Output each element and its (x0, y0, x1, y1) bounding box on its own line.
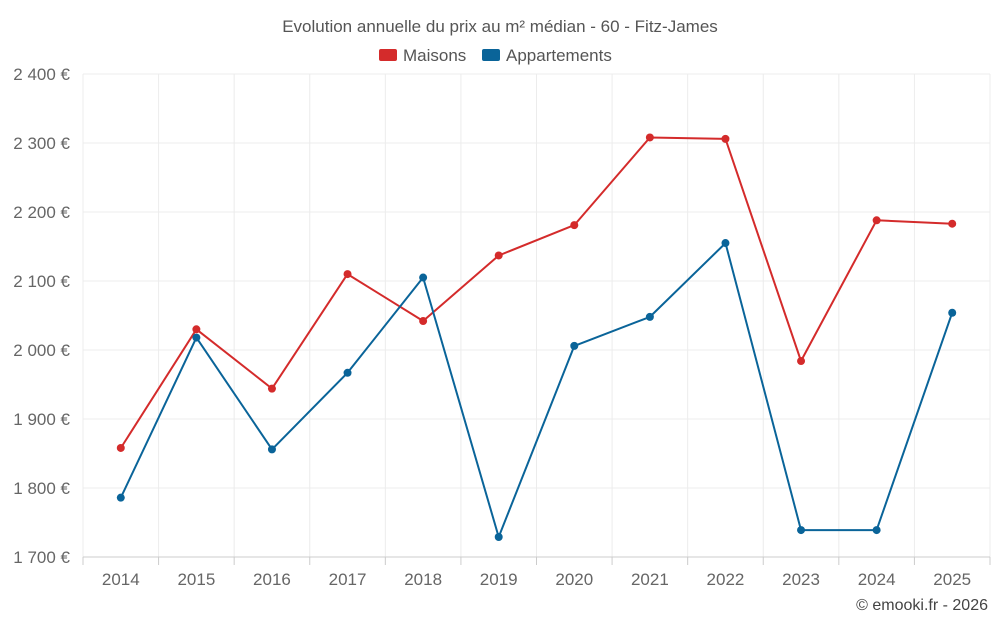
data-point[interactable] (872, 526, 881, 535)
series-maisons (116, 133, 957, 452)
x-tick-label: 2021 (631, 570, 669, 589)
data-point[interactable] (343, 368, 352, 377)
data-point[interactable] (948, 219, 957, 228)
x-tick-label: 2015 (177, 570, 215, 589)
legend-item-appartements[interactable]: Appartements (482, 46, 612, 65)
chart-title: Evolution annuelle du prix au m² médian … (282, 17, 718, 36)
data-point[interactable] (645, 133, 654, 142)
data-point[interactable] (494, 532, 503, 541)
legend-item-maisons[interactable]: Maisons (379, 46, 466, 65)
legend-label: Maisons (403, 46, 466, 65)
x-tick-label: 2025 (933, 570, 971, 589)
legend: Maisons Appartements (379, 46, 612, 65)
legend-swatch (379, 49, 397, 61)
x-tick-label: 2024 (858, 570, 896, 589)
x-tick-label: 2022 (707, 570, 745, 589)
y-tick-label: 1 900 € (13, 410, 70, 429)
y-tick-label: 2 300 € (13, 134, 70, 153)
y-tick-label: 2 000 € (13, 341, 70, 360)
data-point[interactable] (872, 216, 881, 225)
x-tick-label: 2023 (782, 570, 820, 589)
data-point[interactable] (116, 443, 125, 452)
data-point[interactable] (419, 273, 428, 282)
series-line (119, 136, 953, 449)
x-tick-label: 2020 (555, 570, 593, 589)
x-tick-label: 2018 (404, 570, 442, 589)
data-point[interactable] (192, 333, 201, 342)
axes: 1 700 € 1 800 € 1 900 € 2 000 € 2 100 € 2 200… (13, 65, 991, 589)
data-point[interactable] (192, 325, 201, 334)
data-point[interactable] (948, 308, 957, 317)
data-point[interactable] (116, 493, 125, 502)
data-point[interactable] (721, 239, 730, 248)
series-layer (116, 133, 957, 541)
x-tick-label: 2017 (329, 570, 367, 589)
data-point[interactable] (267, 445, 276, 454)
y-tick-label: 1 700 € (13, 548, 70, 567)
series-appartements (116, 239, 957, 541)
legend-label: Appartements (506, 46, 612, 65)
data-point[interactable] (570, 221, 579, 230)
x-tick-label: 2016 (253, 570, 291, 589)
data-point[interactable] (494, 251, 503, 260)
data-point[interactable] (797, 526, 806, 535)
credit-text: © emooki.fr - 2026 (856, 597, 988, 614)
legend-swatch (482, 49, 500, 61)
data-point[interactable] (343, 270, 352, 279)
y-tick-label: 2 100 € (13, 272, 70, 291)
data-point[interactable] (570, 341, 579, 350)
data-point[interactable] (797, 357, 806, 366)
y-tick-label: 2 200 € (13, 203, 70, 222)
grid (82, 73, 991, 557)
data-point[interactable] (419, 317, 428, 326)
series-line (119, 242, 954, 538)
x-tick-label: 2014 (102, 570, 140, 589)
data-point[interactable] (721, 134, 730, 143)
data-point[interactable] (645, 312, 654, 321)
y-tick-label: 1 800 € (13, 479, 70, 498)
x-tick-label: 2019 (480, 570, 518, 589)
data-point[interactable] (267, 384, 276, 393)
y-tick-label: 2 400 € (13, 65, 70, 84)
